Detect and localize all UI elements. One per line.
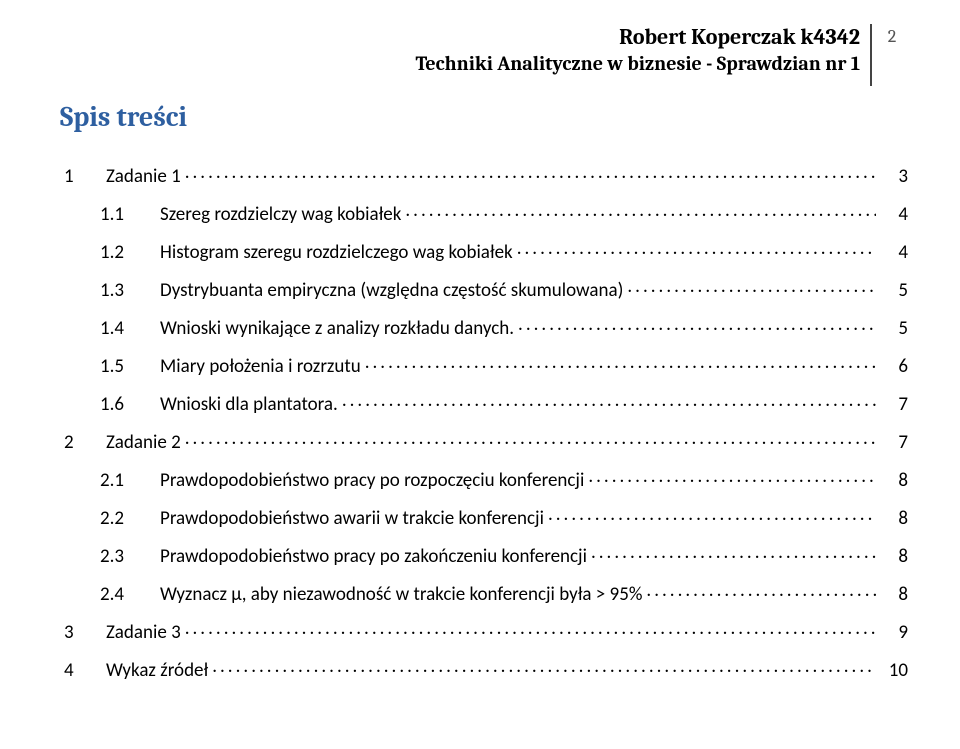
toc-number: 1.5: [100, 357, 160, 376]
toc-page: 5: [880, 281, 908, 300]
page-number: 2: [872, 24, 912, 88]
toc-leader: [627, 277, 876, 296]
toc-row: 1.6Wnioski dla plantatora. 7: [64, 391, 908, 414]
toc-number: 2: [64, 433, 106, 452]
toc-label: Wnioski dla plantatora.: [160, 395, 338, 414]
toc-row: 1.1Szereg rozdzielczy wag kobiałek 4: [64, 201, 908, 224]
toc-row: 1.4Wnioski wynikające z analizy rozkładu…: [64, 315, 908, 338]
toc-leader: [518, 315, 876, 334]
toc-row: 1Zadanie 1 3: [64, 163, 908, 186]
toc-label: Prawdopodobieństwo awarii w trakcie konf…: [160, 509, 544, 528]
toc-row: 4Wykaz źródeł 10: [64, 657, 908, 680]
toc-page: 6: [880, 357, 908, 376]
toc-page: 10: [880, 661, 908, 680]
toc-leader: [185, 429, 876, 448]
page-header: 2 Robert Koperczak k4342 Techniki Analit…: [60, 24, 912, 75]
toc-row: 2.1Prawdopodobieństwo pracy po rozpoczęc…: [64, 467, 908, 490]
toc-number: 1.3: [100, 281, 160, 300]
toc-row: 1.5Miary położenia i rozrzutu 6: [64, 353, 908, 376]
toc-row: 2.3Prawdopodobieństwo pracy po zakończen…: [64, 543, 908, 566]
toc-label: Wnioski wynikające z analizy rozkładu da…: [160, 319, 514, 338]
toc-row: 1.3Dystrybuanta empiryczna (względna czę…: [64, 277, 908, 300]
toc-number: 4: [64, 661, 106, 680]
toc-page: 4: [880, 243, 908, 262]
toc-row: 2Zadanie 2 7: [64, 429, 908, 452]
table-of-contents: 1Zadanie 1 3 1.1Szereg rozdzielczy wag kob…: [60, 163, 912, 680]
toc-row: 2.2Prawdopodobieństwo awarii w trakcie k…: [64, 505, 908, 528]
toc-number: 1.6: [100, 395, 160, 414]
toc-number: 1.2: [100, 243, 160, 262]
toc-number: 2.1: [100, 471, 160, 490]
page: 2 Robert Koperczak k4342 Techniki Analit…: [0, 0, 960, 749]
toc-label: Prawdopodobieństwo pracy po rozpoczęciu …: [160, 471, 584, 490]
toc-page: 8: [880, 585, 908, 604]
toc-leader: [548, 505, 876, 524]
toc-label: Miary położenia i rozrzutu: [160, 357, 361, 376]
toc-number: 1: [64, 167, 106, 186]
toc-leader: [591, 543, 876, 562]
toc-page: 9: [880, 623, 908, 642]
toc-number: 3: [64, 623, 106, 642]
toc-label: Dystrybuanta empiryczna (względna często…: [160, 281, 623, 300]
header-title-line2: Techniki Analityczne w biznesie - Sprawd…: [60, 52, 912, 75]
toc-label: Wykaz źródeł: [106, 661, 208, 680]
toc-leader: [405, 201, 876, 220]
toc-label: Zadanie 2: [106, 433, 181, 452]
toc-leader: [517, 239, 876, 258]
toc-number: 2.4: [100, 585, 160, 604]
toc-leader: [185, 163, 876, 182]
toc-page: 8: [880, 471, 908, 490]
toc-page: 7: [880, 395, 908, 414]
toc-label: Zadanie 1: [106, 167, 181, 186]
toc-label: Histogram szeregu rozdzielczego wag kobi…: [160, 243, 513, 262]
toc-row: 2.4Wyznacz μ, aby niezawodność w trakcie…: [64, 581, 908, 604]
toc-page: 8: [880, 509, 908, 528]
toc-number: 1.4: [100, 319, 160, 338]
toc-label: Szereg rozdzielczy wag kobiałek: [160, 205, 401, 224]
toc-page: 4: [880, 205, 908, 224]
toc-label: Wyznacz μ, aby niezawodność w trakcie ko…: [160, 585, 642, 604]
toc-number: 2.3: [100, 547, 160, 566]
toc-row: 1.2Histogram szeregu rozdzielczego wag k…: [64, 239, 908, 262]
toc-leader: [646, 581, 876, 600]
toc-page: 3: [880, 167, 908, 186]
toc-label: Prawdopodobieństwo pracy po zakończeniu …: [160, 547, 587, 566]
header-title-line1: Robert Koperczak k4342: [60, 24, 912, 50]
toc-leader: [342, 391, 876, 410]
toc-row: 3Zadanie 3 9: [64, 619, 908, 642]
toc-number: 2.2: [100, 509, 160, 528]
toc-leader: [365, 353, 876, 372]
toc-page: 5: [880, 319, 908, 338]
toc-leader: [185, 619, 876, 638]
toc-page: 7: [880, 433, 908, 452]
toc-page: 8: [880, 547, 908, 566]
toc-label: Zadanie 3: [106, 623, 181, 642]
toc-heading: Spis treści: [60, 101, 912, 133]
toc-leader: [588, 467, 876, 486]
toc-leader: [212, 657, 876, 676]
toc-number: 1.1: [100, 205, 160, 224]
